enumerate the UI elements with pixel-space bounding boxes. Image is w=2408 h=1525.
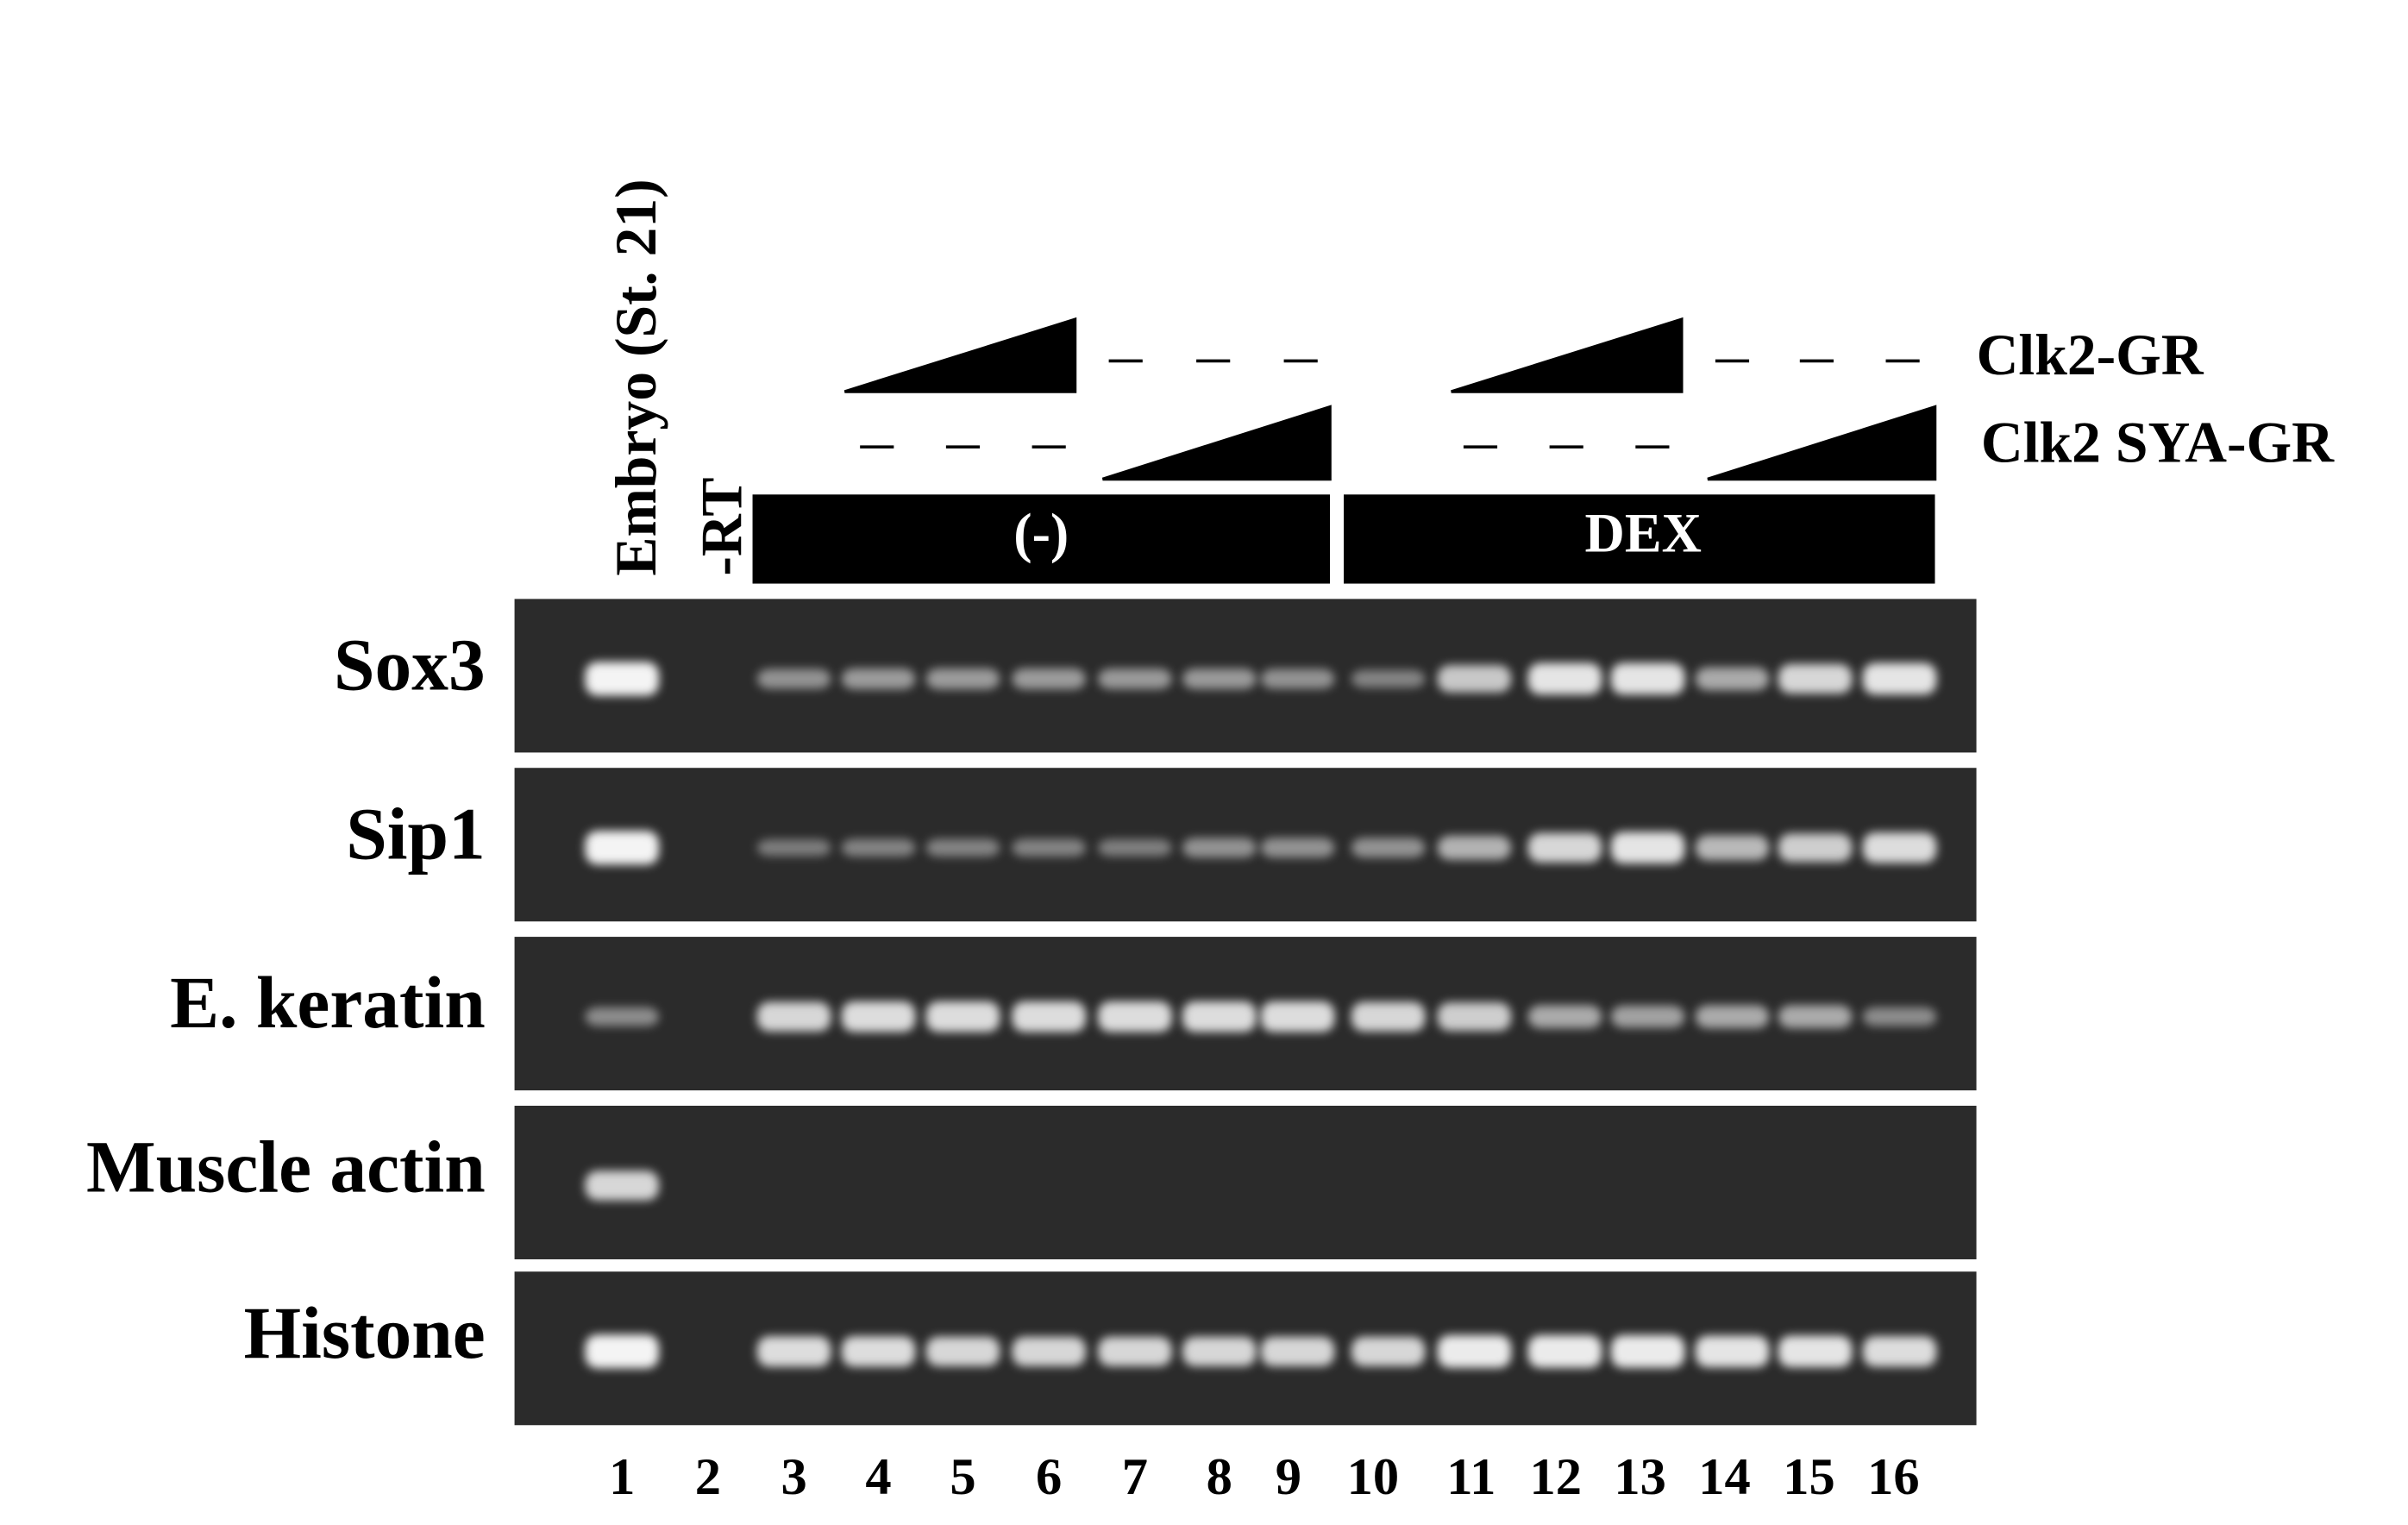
lane-number: 11: [1446, 1448, 1496, 1506]
band: [1012, 838, 1086, 857]
treatment-label: (-): [1013, 503, 1069, 564]
band: [585, 1007, 659, 1026]
gel: Sox3 Sip1 E. keratin Muscle actin Histone: [86, 599, 1977, 1426]
band: [925, 1336, 1000, 1366]
band: [1260, 668, 1335, 689]
dose-markers: [843, 317, 1937, 481]
band: [1182, 838, 1257, 858]
lane-number: 9: [1276, 1448, 1301, 1506]
band: [1012, 668, 1086, 690]
lane-number: 4: [865, 1448, 891, 1506]
band: [1182, 668, 1257, 689]
band: [1098, 1001, 1172, 1032]
band: [1098, 838, 1172, 857]
band: [925, 1001, 1000, 1032]
band: [756, 668, 831, 689]
band: [1098, 1336, 1172, 1366]
row-label: E. keratin: [170, 963, 486, 1044]
lane-number: 16: [1867, 1448, 1920, 1506]
lane-number: 3: [781, 1448, 806, 1506]
band: [841, 1336, 916, 1367]
construct-label: Clk2 SYA-GR: [1981, 410, 2335, 474]
band: [1182, 1336, 1257, 1366]
band: [1437, 1334, 1512, 1368]
treatment-label: DEX: [1585, 503, 1702, 564]
band: [1098, 668, 1172, 689]
row-label: Muscle actin: [86, 1127, 486, 1208]
lane-label: -RT: [690, 478, 755, 576]
band: [585, 1170, 659, 1201]
lane-number: 6: [1036, 1448, 1062, 1506]
band: [1437, 1002, 1512, 1032]
band: [585, 1334, 659, 1369]
band: [841, 838, 916, 857]
band: [1437, 835, 1512, 860]
band: [925, 838, 1000, 857]
band: [585, 831, 659, 865]
band: [1351, 1001, 1426, 1032]
band: [1260, 1336, 1335, 1366]
band: [1778, 1005, 1853, 1029]
band: [1610, 662, 1685, 695]
dose-triangle: [843, 317, 1077, 393]
lane-number: 10: [1347, 1448, 1400, 1506]
band: [756, 839, 831, 857]
lane-number: 13: [1614, 1448, 1666, 1506]
band: [1351, 1336, 1426, 1366]
band: [1610, 1334, 1685, 1368]
row-label: Sox3: [334, 624, 486, 706]
band: [1695, 835, 1770, 861]
row-label: Histone: [244, 1293, 486, 1374]
band: [1862, 662, 1937, 695]
row-label: Sip1: [346, 794, 486, 875]
treatment-bar: [752, 494, 1330, 584]
gel-panel: [514, 1105, 1977, 1259]
band: [1527, 1334, 1602, 1368]
band: [1351, 669, 1426, 688]
band: [585, 662, 659, 696]
construct-label: Clk2-GR: [1977, 323, 2204, 387]
band: [1012, 1336, 1086, 1366]
lane-number: 12: [1529, 1448, 1582, 1506]
band: [1260, 838, 1335, 858]
band: [756, 1336, 831, 1367]
band: [925, 668, 1000, 690]
band: [1351, 838, 1426, 858]
band: [1610, 1005, 1685, 1028]
band: [1862, 832, 1937, 863]
band: [1610, 832, 1685, 864]
band: [841, 1001, 916, 1032]
lane-number: 15: [1783, 1448, 1835, 1506]
lane-number: 2: [695, 1448, 721, 1506]
lane-number: 5: [950, 1448, 975, 1506]
band: [1695, 1335, 1770, 1368]
treatment-bar: [1344, 494, 1935, 584]
band: [1527, 1005, 1602, 1029]
band: [1778, 663, 1853, 694]
band: [1527, 662, 1602, 695]
band: [1260, 1001, 1335, 1032]
band: [1437, 665, 1512, 693]
band: [841, 668, 916, 690]
band: [1862, 1007, 1937, 1026]
band: [756, 1001, 831, 1032]
lane-number: 8: [1207, 1448, 1232, 1506]
dose-triangle: [1707, 405, 1937, 481]
dose-triangle: [1451, 317, 1684, 393]
dashes: [860, 359, 1920, 449]
lane-number: 14: [1698, 1448, 1751, 1506]
band: [1527, 832, 1602, 863]
band: [1695, 1005, 1770, 1029]
band: [1778, 833, 1853, 863]
lane-number: 7: [1122, 1448, 1148, 1506]
lane-number: 1: [609, 1448, 635, 1506]
band: [1695, 667, 1770, 691]
dose-triangle: [1101, 405, 1332, 481]
band: [1182, 1001, 1257, 1032]
band: [1862, 1336, 1937, 1367]
lane-label: Embryo (St. 21): [604, 179, 668, 575]
band: [1778, 1335, 1853, 1368]
band: [1012, 1001, 1086, 1032]
